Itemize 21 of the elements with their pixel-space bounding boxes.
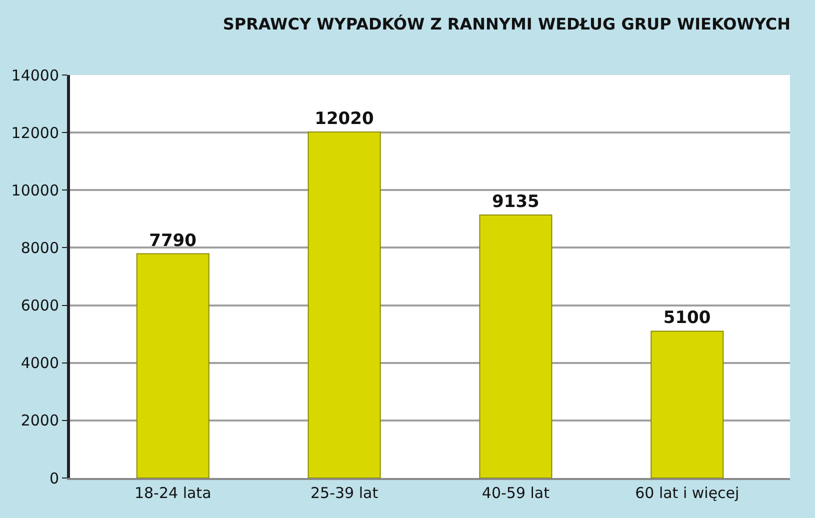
data-label: 9135 <box>492 192 540 212</box>
x-tick-label: 25-39 lat <box>310 484 378 502</box>
y-tick-label: 10000 <box>11 181 59 200</box>
y-tick-label: 12000 <box>11 124 59 142</box>
x-tick-label: 40-59 lat <box>482 484 550 502</box>
bar <box>308 132 381 478</box>
data-label: 5100 <box>663 308 711 328</box>
x-tick-label: 18-24 lata <box>134 484 212 502</box>
data-label: 12020 <box>314 109 374 129</box>
chart-title: SPRAWCY WYPADKÓW Z RANNYMI WEDŁUG GRUP WIEKOWYCH <box>222 14 791 34</box>
y-tick-label: 4000 <box>20 354 59 372</box>
y-tick-label: 6000 <box>20 296 59 315</box>
y-tick-label: 2000 <box>20 412 59 430</box>
y-tick-label: 0 <box>49 469 59 488</box>
bar <box>136 253 210 478</box>
bar <box>479 214 552 478</box>
x-tick-label: 60 lat i więcej <box>635 484 740 502</box>
y-tick-label: 14000 <box>11 66 59 84</box>
y-tick-label: 8000 <box>20 238 59 257</box>
bar <box>650 330 724 478</box>
data-label: 7790 <box>149 230 197 251</box>
